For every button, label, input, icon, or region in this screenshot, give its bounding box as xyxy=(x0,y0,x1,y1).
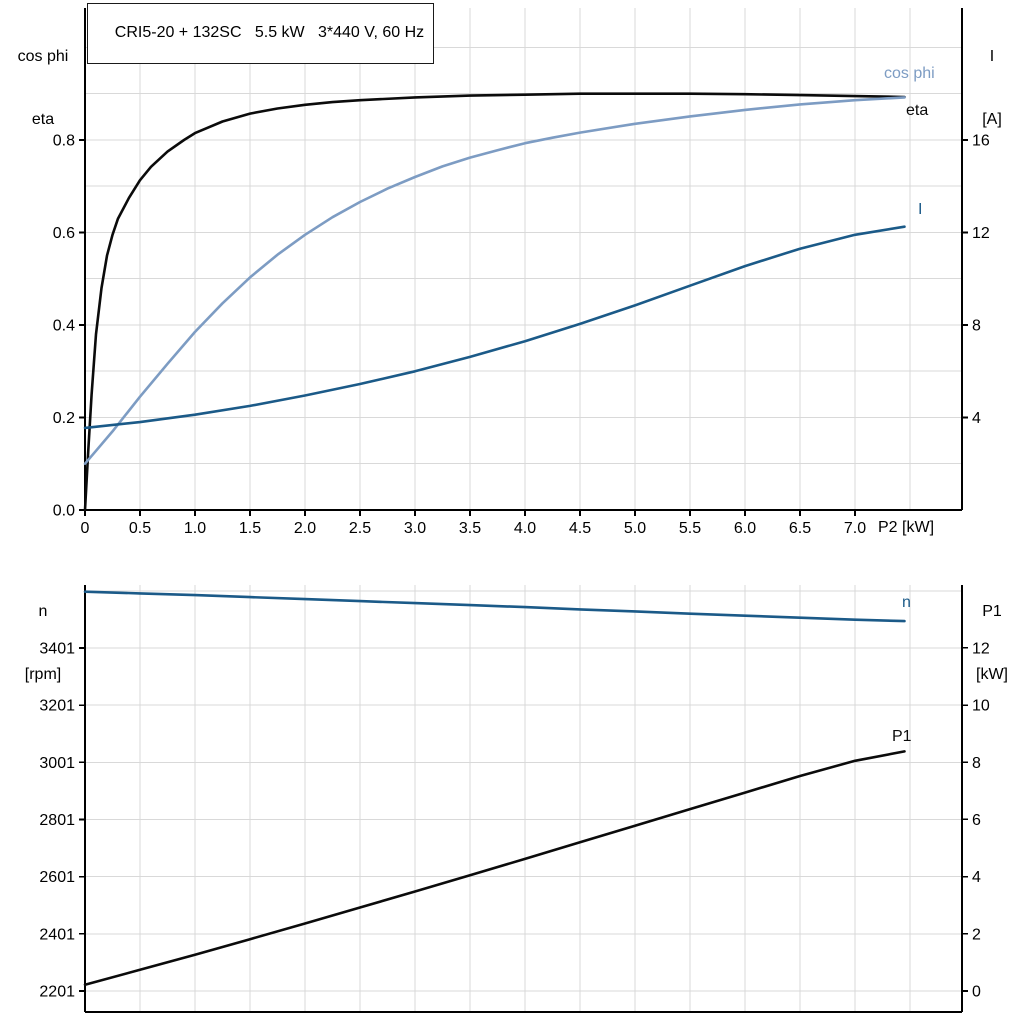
x-axis-label: P2 [kW] xyxy=(878,519,935,536)
x-tick-label: 3.0 xyxy=(404,520,426,537)
x-tick-label: 4.0 xyxy=(514,520,536,537)
left-axis-label-rpm: [rpm] xyxy=(24,666,62,683)
y-left-tick-label: 3001 xyxy=(39,755,75,772)
left-axis-unit-top: cos phi eta xyxy=(6,4,80,172)
y-left-tick-label: 2801 xyxy=(39,812,75,829)
y-left-tick-label: 0.0 xyxy=(53,503,75,520)
y-left-tick-label: 2401 xyxy=(39,926,75,943)
chart-title: CRI5-20 + 132SC 5.5 kW 3*440 V, 60 Hz xyxy=(114,24,425,41)
x-tick-label: 2.5 xyxy=(349,520,371,537)
left-axis-unit-bottom: n [rpm] xyxy=(10,559,76,727)
y-right-tick-label: 12 xyxy=(972,640,990,657)
y-right-tick-label: 2 xyxy=(972,926,981,943)
y-right-tick-label: 12 xyxy=(972,225,990,242)
y-right-tick-label: 6 xyxy=(972,812,981,829)
right-axis-label-P1: P1 xyxy=(982,603,1002,620)
y-right-tick-label: 4 xyxy=(972,869,981,886)
series-curve-current xyxy=(83,225,906,430)
x-tick-label: 5.5 xyxy=(679,520,701,537)
x-tick-label: 4.5 xyxy=(569,520,591,537)
y-right-tick-label: 4 xyxy=(972,410,981,427)
y-left-tick-label: 3401 xyxy=(39,640,75,657)
right-axis-label-ampere: [A] xyxy=(982,111,1002,128)
y-right-tick-label: 8 xyxy=(972,755,981,772)
series-curve-speed xyxy=(83,590,906,623)
x-tick-label: 6.5 xyxy=(789,520,811,537)
y-left-tick-label: 0.8 xyxy=(53,132,75,149)
series-curve-input_power xyxy=(83,750,906,987)
x-tick-label: 7.0 xyxy=(844,520,866,537)
y-right-tick-label: 16 xyxy=(972,133,990,150)
curve-label-input-power: P1 xyxy=(892,728,912,745)
x-tick-label: 2.0 xyxy=(294,520,316,537)
y-left-tick-label: 0.4 xyxy=(53,317,75,334)
left-axis-label-eta: eta xyxy=(31,111,55,128)
y-left-tick-label: 2201 xyxy=(39,983,75,1000)
right-axis-label-kw: [kW] xyxy=(976,666,1008,683)
x-tick-label: 5.0 xyxy=(624,520,646,537)
y-left-tick-label: 0.6 xyxy=(53,225,75,242)
curve-label-speed: n xyxy=(902,594,911,611)
left-axis-label-cosphi: cos phi xyxy=(17,48,69,65)
x-tick-label: 1.5 xyxy=(239,520,261,537)
x-tick-label: 0.5 xyxy=(129,520,151,537)
y-right-tick-label: 8 xyxy=(972,318,981,335)
curve-label-current: I xyxy=(918,201,923,218)
x-tick-label: 6.0 xyxy=(734,520,756,537)
y-right-tick-label: 0 xyxy=(972,983,981,1000)
series-curve-eta xyxy=(83,92,906,512)
left-axis-label-n: n xyxy=(38,603,48,620)
y-left-tick-label: 2601 xyxy=(39,869,75,886)
x-tick-label: 1.0 xyxy=(184,520,206,537)
right-axis-unit-top: I [A] xyxy=(968,4,1016,172)
chart-title-box: CRI5-20 + 132SC 5.5 kW 3*440 V, 60 Hz xyxy=(87,3,435,64)
x-tick-label: 0 xyxy=(81,520,90,537)
curve-label-eta: eta xyxy=(906,102,929,119)
y-left-tick-label: 0.2 xyxy=(53,410,75,427)
y-right-tick-label: 10 xyxy=(972,698,990,715)
right-axis-label-I: I xyxy=(989,48,995,65)
series-curve-cos_phi xyxy=(83,96,906,466)
curve-label-cos-phi: cos phi xyxy=(884,65,935,82)
x-tick-label: 3.5 xyxy=(459,520,481,537)
y-left-tick-label: 3201 xyxy=(39,698,75,715)
right-axis-unit-bottom: P1 [kW] xyxy=(964,559,1020,727)
